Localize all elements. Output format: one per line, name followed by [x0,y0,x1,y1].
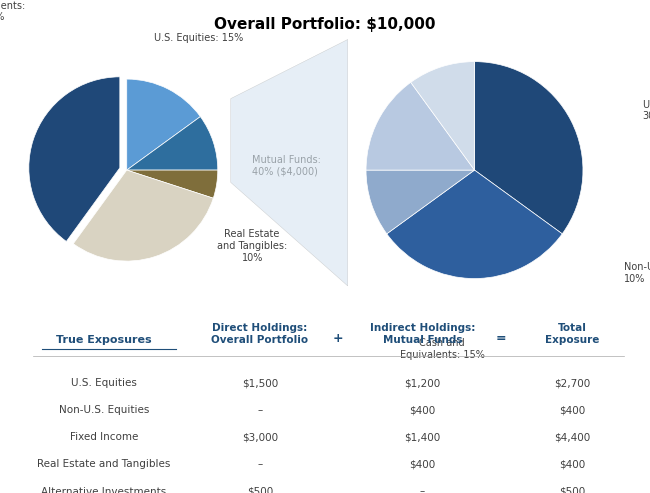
Wedge shape [366,82,474,170]
Text: Cash and
Equivalents:
10%: Cash and Equivalents: 10% [0,0,25,22]
Text: =: = [495,332,506,345]
Text: Cash and
Equivalents: 15%: Cash and Equivalents: 15% [400,338,484,360]
Text: Non-U.S. Equities: Non-U.S. Equities [58,405,150,415]
Text: True Exposures: True Exposures [56,335,152,345]
Text: Mutual Funds:
40% ($4,000): Mutual Funds: 40% ($4,000) [252,155,320,176]
Text: Indirect Holdings:
Mutual Funds: Indirect Holdings: Mutual Funds [370,323,475,345]
Wedge shape [127,170,218,198]
Wedge shape [366,170,474,234]
Text: Total
Exposure: Total Exposure [545,323,599,345]
Wedge shape [387,170,562,279]
Text: Non-U.S. Equities:
10%: Non-U.S. Equities: 10% [623,262,650,284]
Text: U.S. Equities:
30%: U.S. Equities: 30% [643,100,650,121]
Wedge shape [474,62,583,234]
Text: –: – [257,459,263,469]
Text: U.S. Equities: U.S. Equities [71,378,137,388]
Text: $400: $400 [410,459,436,469]
Text: Fixed Income: Fixed Income [70,432,138,442]
Text: $500: $500 [247,487,273,493]
Text: $1,500: $1,500 [242,378,278,388]
Text: $4,400: $4,400 [554,432,590,442]
Text: $400: $400 [559,405,585,415]
Text: $400: $400 [410,405,436,415]
Text: –: – [420,487,425,493]
Text: $1,400: $1,400 [404,432,441,442]
Text: $500: $500 [559,487,585,493]
Wedge shape [127,79,200,170]
Wedge shape [127,117,218,170]
Text: $2,700: $2,700 [554,378,590,388]
Wedge shape [29,77,120,242]
Polygon shape [231,39,348,286]
Wedge shape [411,62,474,170]
Text: $400: $400 [559,459,585,469]
Text: Real Estate
and Tangibles:
10%: Real Estate and Tangibles: 10% [217,229,287,263]
Text: Real Estate and Tangibles: Real Estate and Tangibles [37,459,171,469]
Text: Alternative Investments: Alternative Investments [42,487,166,493]
Text: –: – [257,405,263,415]
Text: $3,000: $3,000 [242,432,278,442]
Text: U.S. Equities: 15%: U.S. Equities: 15% [154,33,243,43]
Text: +: + [333,332,343,345]
Wedge shape [73,170,213,261]
Text: Overall Portfolio: $10,000: Overall Portfolio: $10,000 [214,17,436,32]
Text: $1,200: $1,200 [404,378,441,388]
Text: Direct Holdings:
Overall Portfolio: Direct Holdings: Overall Portfolio [211,323,309,345]
